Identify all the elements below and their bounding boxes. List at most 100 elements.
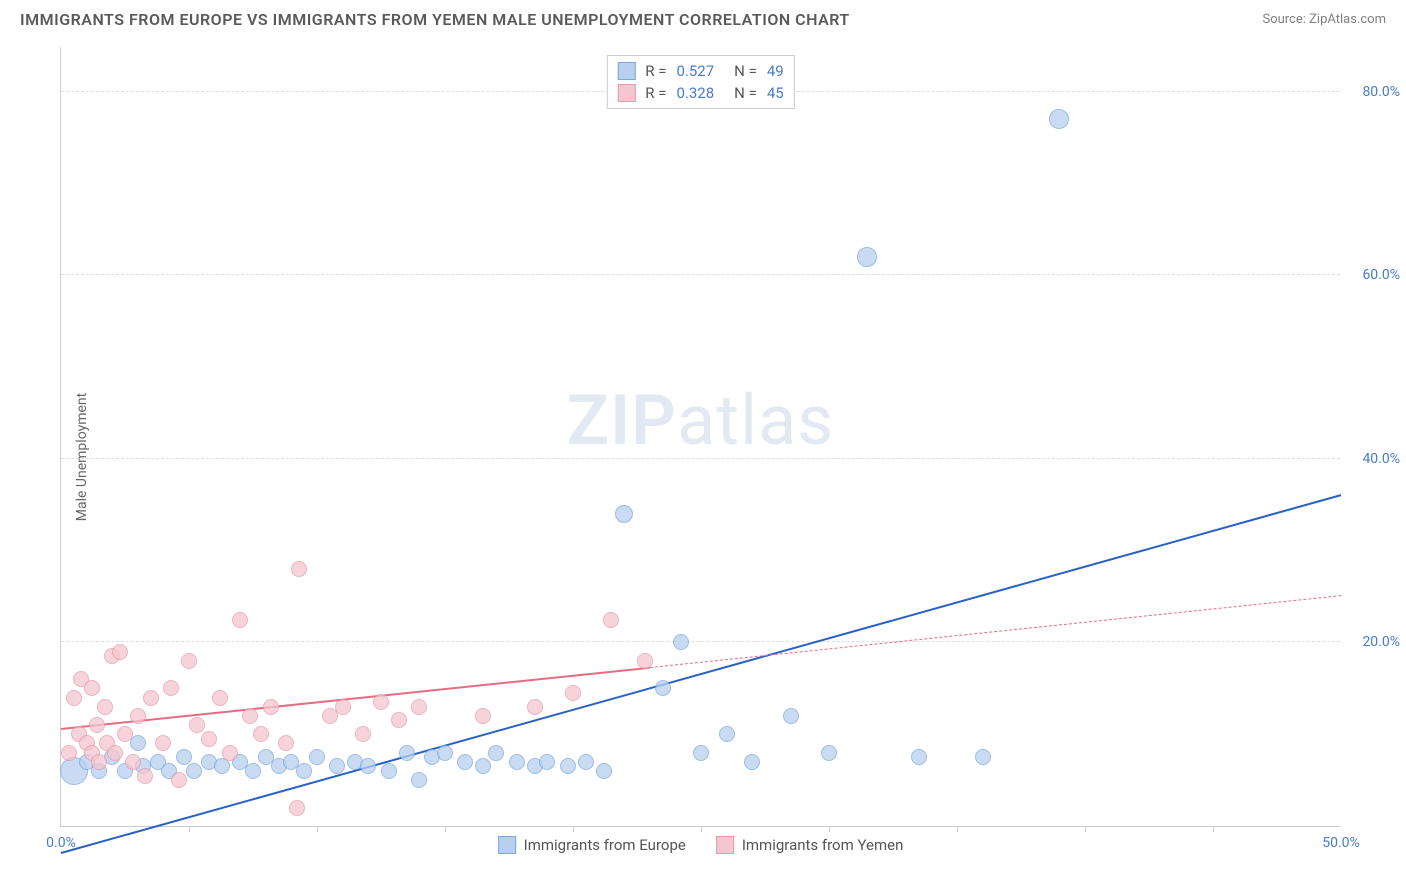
data-point <box>117 726 133 742</box>
data-point <box>130 735 146 751</box>
data-point <box>91 754 107 770</box>
data-point <box>89 717 105 733</box>
data-point <box>66 690 82 706</box>
data-point <box>291 561 307 577</box>
data-point <box>84 680 100 696</box>
chart-source: Source: ZipAtlas.com <box>1262 12 1386 27</box>
data-point <box>163 680 179 696</box>
x-tick-mark <box>1213 826 1214 832</box>
data-point <box>744 754 760 770</box>
legend-n-label: N = <box>734 62 757 80</box>
data-point <box>181 653 197 669</box>
x-tick-mark <box>573 826 574 832</box>
legend-n-value: 49 <box>767 62 784 80</box>
data-point <box>615 505 633 523</box>
data-point <box>335 699 351 715</box>
data-point <box>171 772 187 788</box>
grid-line <box>61 641 1340 642</box>
data-point <box>189 717 205 733</box>
y-tick-label: 40.0% <box>1362 451 1400 467</box>
data-point <box>527 699 543 715</box>
plot-area: ZIPatlas R =0.527N =49R =0.328N =45 Immi… <box>60 47 1340 827</box>
legend-label: Immigrants from Yemen <box>742 836 904 854</box>
data-point <box>186 763 202 779</box>
legend-swatch <box>716 836 734 854</box>
data-point <box>155 735 171 751</box>
x-tick-mark <box>1085 826 1086 832</box>
data-point <box>130 708 146 724</box>
legend-swatch <box>498 836 516 854</box>
legend-r-label: R = <box>645 84 666 102</box>
data-point <box>411 699 427 715</box>
data-point <box>411 772 427 788</box>
legend-label: Immigrants from Europe <box>524 836 686 854</box>
data-point <box>603 612 619 628</box>
trend-line <box>61 494 1342 854</box>
data-point <box>821 745 837 761</box>
grid-line <box>61 274 1340 275</box>
data-point <box>637 653 653 669</box>
data-point <box>565 685 581 701</box>
legend-r-value: 0.527 <box>676 62 714 80</box>
data-point <box>437 745 453 761</box>
data-point <box>783 708 799 724</box>
data-point <box>475 758 491 774</box>
data-point <box>975 749 991 765</box>
data-point <box>655 680 671 696</box>
legend-n-label: N = <box>734 84 757 102</box>
data-point <box>539 754 555 770</box>
chart-container: Male Unemployment ZIPatlas R =0.527N =49… <box>0 37 1406 877</box>
data-point <box>578 754 594 770</box>
data-point <box>214 758 230 774</box>
data-point <box>560 758 576 774</box>
data-point <box>475 708 491 724</box>
x-tick-mark <box>445 826 446 832</box>
x-tick-mark <box>957 826 958 832</box>
data-point <box>329 758 345 774</box>
legend-n-value: 45 <box>767 84 784 102</box>
data-point <box>245 763 261 779</box>
data-point <box>61 745 77 761</box>
y-tick-label: 80.0% <box>1362 84 1400 100</box>
x-tick-label: 50.0% <box>1322 835 1360 851</box>
legend-row: R =0.527N =49 <box>617 60 783 82</box>
legend-item: Immigrants from Yemen <box>716 836 904 854</box>
data-point <box>381 763 397 779</box>
data-point <box>509 754 525 770</box>
data-point <box>107 745 123 761</box>
y-tick-label: 20.0% <box>1362 634 1400 650</box>
data-point <box>373 694 389 710</box>
data-point <box>911 749 927 765</box>
data-point <box>242 708 258 724</box>
y-tick-label: 60.0% <box>1362 267 1400 283</box>
legend-r-value: 0.328 <box>676 84 714 102</box>
legend-correlation: R = 0.527 N = 49 R = 0.328 N = 45 <box>606 55 794 109</box>
data-point <box>596 763 612 779</box>
legend-swatch <box>617 62 635 80</box>
data-point <box>97 699 113 715</box>
data-point <box>212 690 228 706</box>
legend-row: R = 0.328 N = 45 <box>617 82 783 104</box>
watermark: ZIPatlas <box>567 380 835 462</box>
chart-header: IMMIGRANTS FROM EUROPE VS IMMIGRANTS FRO… <box>0 0 1406 37</box>
data-point <box>488 745 504 761</box>
data-point <box>355 726 371 742</box>
data-point <box>125 754 141 770</box>
data-point <box>857 247 877 267</box>
data-point <box>360 758 376 774</box>
legend-swatch <box>617 84 635 102</box>
x-tick-mark <box>829 826 830 832</box>
data-point <box>278 735 294 751</box>
data-point <box>222 745 238 761</box>
data-point <box>232 612 248 628</box>
data-point <box>263 699 279 715</box>
grid-line <box>61 458 1340 459</box>
data-point <box>673 634 689 650</box>
chart-title: IMMIGRANTS FROM EUROPE VS IMMIGRANTS FRO… <box>20 10 850 29</box>
data-point <box>391 712 407 728</box>
data-point <box>399 745 415 761</box>
data-point <box>112 644 128 660</box>
x-tick-mark <box>317 826 318 832</box>
data-point <box>143 690 159 706</box>
data-point <box>201 731 217 747</box>
